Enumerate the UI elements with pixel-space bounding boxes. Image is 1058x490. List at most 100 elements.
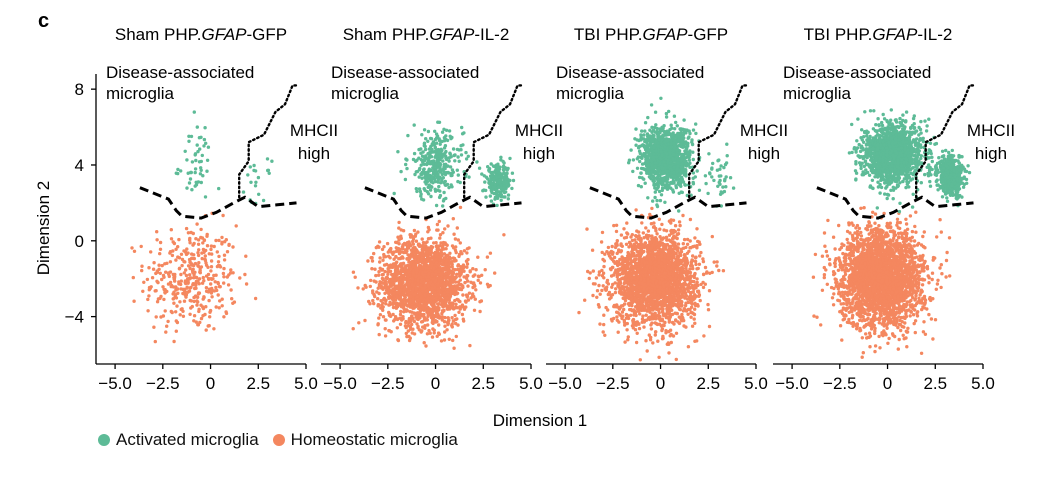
point-homeostatic <box>395 247 400 251</box>
point-homeostatic <box>169 284 173 289</box>
point-homeostatic <box>149 250 153 254</box>
point-homeostatic <box>690 324 695 328</box>
point-homeostatic <box>226 283 231 287</box>
point-activated <box>405 166 409 171</box>
point-homeostatic <box>403 283 408 287</box>
point-homeostatic <box>199 227 203 232</box>
annotation-mhc: MHCII high <box>515 121 563 163</box>
point-homeostatic <box>166 282 171 286</box>
point-activated <box>419 151 423 155</box>
point-activated <box>428 188 433 192</box>
point-homeostatic <box>455 292 459 296</box>
point-homeostatic <box>401 256 405 260</box>
point-homeostatic <box>378 260 382 264</box>
point-homeostatic <box>406 329 410 333</box>
point-homeostatic <box>210 252 214 256</box>
point-homeostatic <box>630 324 635 328</box>
point-homeostatic <box>407 284 411 288</box>
point-homeostatic <box>202 238 207 243</box>
point-homeostatic <box>181 314 186 318</box>
point-activated <box>440 139 444 144</box>
point-homeostatic <box>691 254 695 258</box>
point-activated <box>456 179 460 184</box>
point-homeostatic <box>192 253 196 257</box>
point-activated <box>504 180 509 185</box>
point-homeostatic <box>421 243 425 248</box>
point-homeostatic <box>693 259 698 264</box>
point-homeostatic <box>396 338 400 342</box>
point-homeostatic <box>223 240 227 244</box>
point-homeostatic <box>415 295 419 299</box>
point-activated <box>501 159 505 164</box>
point-homeostatic <box>444 271 448 276</box>
point-activated <box>187 139 191 143</box>
point-homeostatic <box>629 313 633 317</box>
x-tick-label: 5.0 <box>294 374 318 393</box>
point-homeostatic <box>464 305 468 309</box>
point-homeostatic <box>150 276 155 280</box>
point-homeostatic <box>396 277 400 281</box>
point-homeostatic <box>502 233 506 237</box>
point-homeostatic <box>411 297 415 302</box>
point-homeostatic <box>372 301 376 306</box>
point-activated <box>447 156 451 160</box>
point-homeostatic <box>613 290 618 295</box>
point-homeostatic <box>692 279 696 284</box>
point-activated <box>187 181 192 185</box>
point-homeostatic <box>141 289 145 293</box>
point-homeostatic <box>639 248 644 252</box>
point-homeostatic <box>428 280 433 284</box>
point-homeostatic <box>417 306 421 311</box>
point-activated <box>205 169 209 173</box>
point-homeostatic <box>158 271 162 275</box>
point-homeostatic <box>443 227 447 231</box>
point-homeostatic <box>196 323 200 327</box>
point-homeostatic <box>157 267 161 271</box>
point-homeostatic <box>698 242 702 246</box>
point-homeostatic <box>398 282 402 286</box>
point-homeostatic <box>689 315 693 319</box>
point-activated <box>441 199 446 203</box>
point-homeostatic <box>175 304 179 308</box>
point-homeostatic <box>446 224 450 228</box>
point-homeostatic <box>437 219 441 224</box>
point-homeostatic <box>695 339 699 343</box>
point-homeostatic <box>707 289 712 293</box>
point-homeostatic <box>429 236 433 240</box>
point-homeostatic <box>222 253 227 257</box>
point-activated <box>418 166 422 171</box>
annotation-dam-line: Disease-associated <box>331 63 479 82</box>
point-homeostatic <box>630 233 634 237</box>
point-homeostatic <box>635 331 639 335</box>
point-homeostatic <box>220 235 224 240</box>
point-homeostatic <box>232 300 237 304</box>
point-homeostatic <box>204 261 208 265</box>
point-homeostatic <box>377 332 381 337</box>
point-homeostatic <box>617 320 621 324</box>
point-homeostatic <box>439 252 443 257</box>
point-activated <box>434 132 439 136</box>
point-homeostatic <box>411 242 415 246</box>
point-homeostatic <box>388 256 392 260</box>
point-homeostatic <box>699 250 703 255</box>
point-homeostatic <box>208 310 212 314</box>
point-homeostatic <box>434 298 438 303</box>
point-homeostatic <box>624 316 629 320</box>
point-homeostatic <box>402 277 407 281</box>
point-homeostatic <box>147 294 151 298</box>
point-homeostatic <box>445 328 449 332</box>
point-homeostatic <box>442 338 447 342</box>
point-homeostatic <box>155 270 160 274</box>
point-homeostatic <box>443 266 447 270</box>
point-homeostatic <box>382 245 386 249</box>
point-homeostatic <box>450 301 454 305</box>
point-homeostatic <box>650 206 654 211</box>
point-homeostatic <box>392 250 396 254</box>
point-homeostatic <box>621 276 625 280</box>
point-homeostatic <box>244 282 249 286</box>
point-homeostatic <box>597 270 602 274</box>
point-activated <box>444 137 448 142</box>
point-homeostatic <box>179 282 183 287</box>
point-homeostatic <box>701 285 706 290</box>
point-homeostatic <box>402 291 406 295</box>
